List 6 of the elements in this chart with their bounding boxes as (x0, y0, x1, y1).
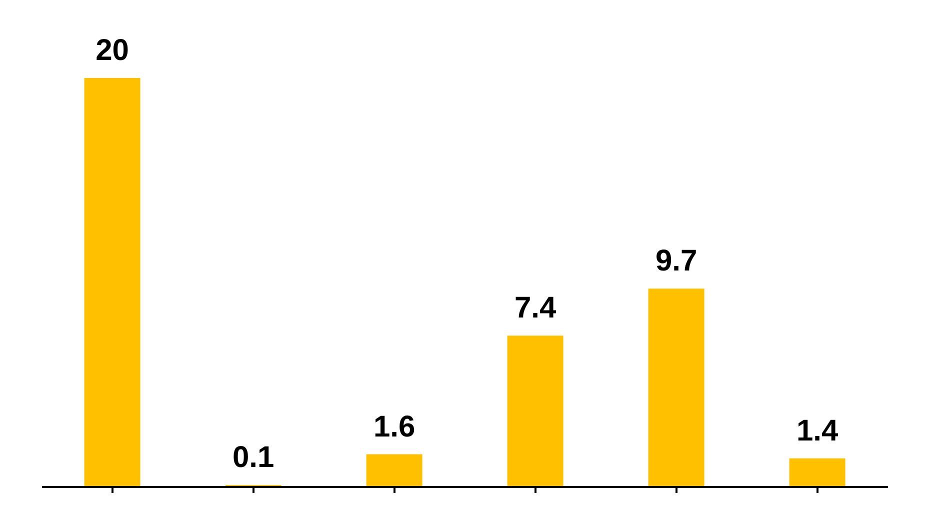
data-label: 20 (96, 34, 129, 67)
data-label: 7.4 (514, 292, 556, 325)
data-label: 0.1 (232, 440, 274, 474)
data-label: 1.6 (373, 410, 416, 444)
data-label: 1.4 (796, 414, 838, 448)
data-label: 9.7 (655, 244, 698, 278)
